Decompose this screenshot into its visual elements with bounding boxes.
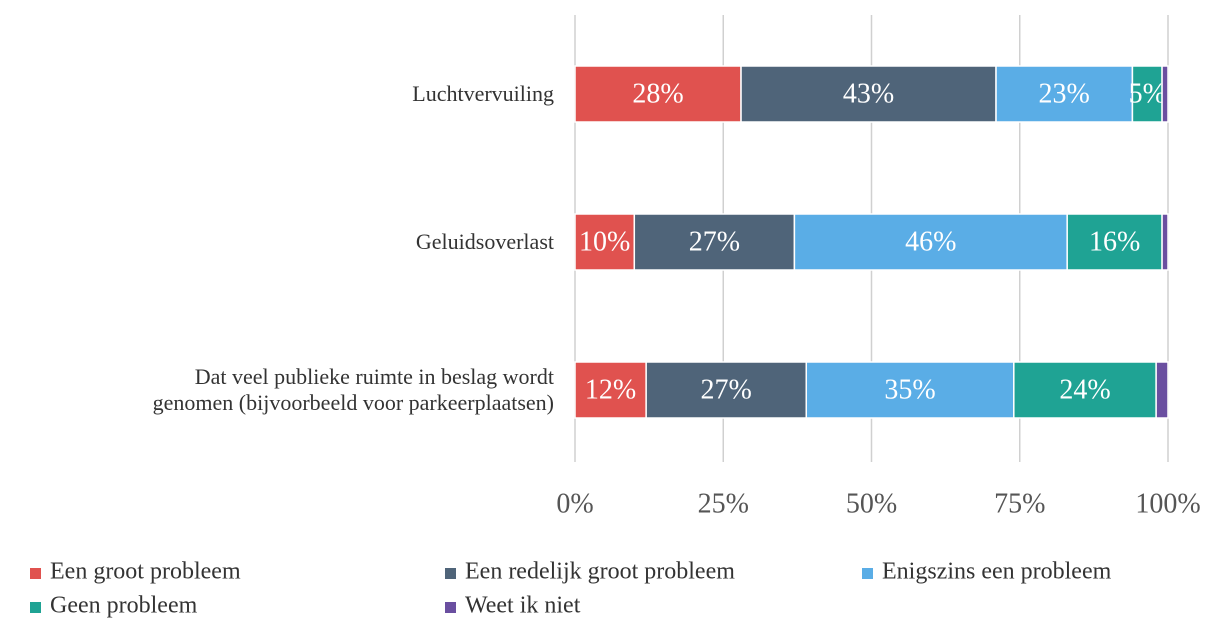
bar-segment [995, 65, 1134, 123]
legend-marker [30, 602, 41, 613]
bar-segment [740, 65, 997, 123]
data-label: 43% [843, 78, 894, 109]
legend-label: Weet ik niet [465, 593, 581, 619]
bar-segment [1161, 65, 1169, 123]
bar-segment [574, 213, 636, 271]
category-label: Luchtvervuiling [412, 81, 554, 106]
data-label: 10% [579, 226, 630, 257]
category-label: Geluidsoverlast [415, 229, 554, 254]
data-label: 27% [689, 226, 740, 257]
bar-segment [1155, 361, 1169, 419]
bar-segment [633, 213, 796, 271]
bar-segment [805, 361, 1015, 419]
legend-label: Enigszins een probleem [882, 559, 1112, 585]
data-label: 16% [1089, 226, 1140, 257]
legend-label: Geen probleem [50, 593, 198, 619]
data-label: 24% [1059, 374, 1110, 405]
data-label: 12% [585, 374, 636, 405]
category-label: Dat veel publieke ruimte in beslag wordt… [152, 364, 554, 415]
legend-label: Een redelijk groot probleem [465, 559, 735, 585]
x-tick-label: 50% [846, 488, 897, 519]
x-tick-label: 100% [1135, 488, 1200, 519]
bar-segment [574, 65, 742, 123]
legend-marker [862, 568, 873, 579]
data-label: 27% [701, 374, 752, 405]
data-label: 23% [1039, 78, 1090, 109]
legend-marker [445, 568, 456, 579]
bar-segment [1161, 213, 1169, 271]
data-label: 5% [1129, 78, 1166, 109]
legend-label: Een groot probleem [50, 559, 241, 585]
x-tick-label: 25% [698, 488, 749, 519]
data-label: 35% [884, 374, 935, 405]
legend-marker [30, 568, 41, 579]
data-label: 28% [632, 78, 683, 109]
bar-segment [793, 213, 1068, 271]
x-tick-label: 0% [556, 488, 593, 519]
x-tick-label: 75% [994, 488, 1045, 519]
legend-marker [445, 602, 456, 613]
data-label: 46% [905, 226, 956, 257]
bar-segment [574, 361, 647, 419]
